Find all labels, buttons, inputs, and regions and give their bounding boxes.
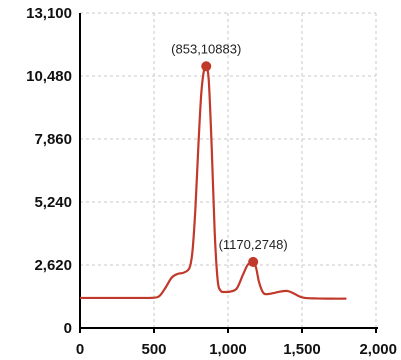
y-tick-label: 2,620: [34, 257, 72, 274]
axes: [79, 13, 378, 333]
x-tick-label: 2,000: [359, 341, 397, 358]
grid: [80, 12, 377, 328]
annotations: (853,10883) (1170,2748): [171, 41, 288, 267]
peak-label: (1170,2748): [219, 237, 288, 252]
x-tick-label: 0: [76, 341, 84, 358]
series: [79, 63, 347, 300]
x-tick-label: 1,500: [283, 341, 321, 358]
x-tick-label: 500: [141, 341, 166, 358]
peak-marker: [248, 256, 259, 267]
y-tick-label: 7,860: [34, 131, 72, 148]
peak-marker: [201, 61, 212, 72]
series-line: [79, 63, 347, 300]
y-tick-label: 0: [64, 320, 72, 337]
peak-label: (853,10883): [171, 41, 241, 56]
y-tick-label: 10,480: [26, 68, 72, 85]
x-tick-label: 1,000: [209, 341, 247, 358]
y-tick-label: 5,240: [34, 194, 72, 211]
tick-labels: 0 2,620 5,240 7,860 10,480 13,100 0 500 1,000 1,5…: [26, 5, 397, 358]
y-tick-label: 13,100: [26, 5, 72, 22]
